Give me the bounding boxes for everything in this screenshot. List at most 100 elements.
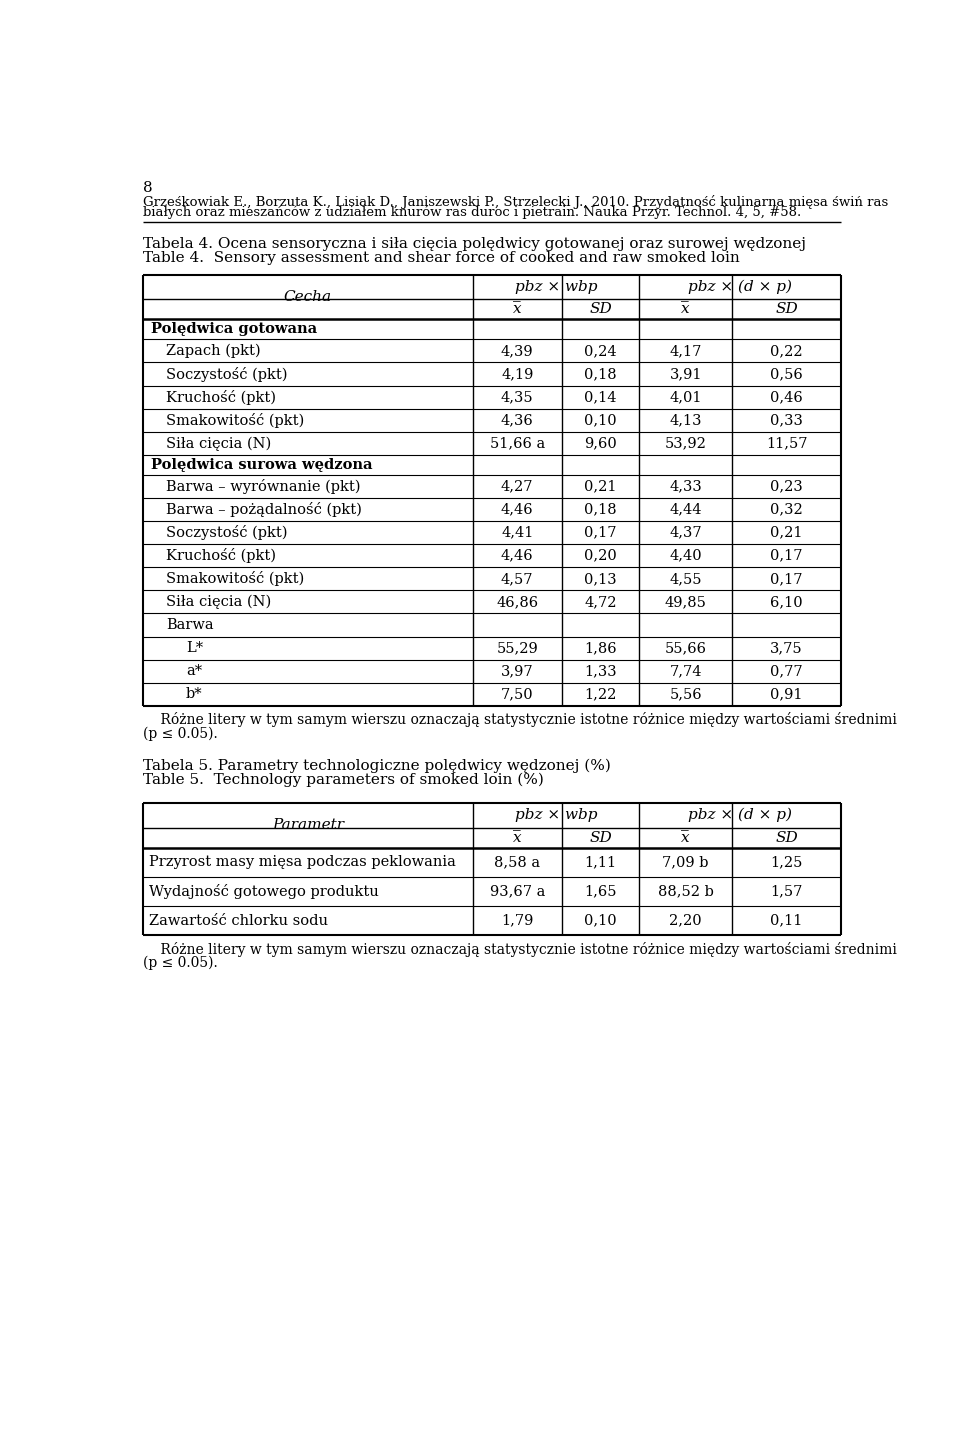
Text: Parametr: Parametr — [272, 818, 344, 832]
Text: 0,46: 0,46 — [770, 390, 803, 404]
Text: b*: b* — [186, 687, 203, 701]
Text: 1,22: 1,22 — [585, 687, 616, 701]
Text: Tabela 4. Ocena sensoryczna i siła cięcia polędwicy gotowanej oraz surowej wędzo: Tabela 4. Ocena sensoryczna i siła cięci… — [143, 237, 806, 250]
Text: 3,75: 3,75 — [770, 642, 803, 655]
Text: 1,57: 1,57 — [770, 885, 803, 899]
Text: 4,01: 4,01 — [669, 390, 702, 404]
Text: 4,36: 4,36 — [501, 413, 534, 428]
Text: SD: SD — [589, 303, 612, 316]
Text: 0,21: 0,21 — [585, 480, 616, 493]
Text: 4,57: 4,57 — [501, 572, 534, 586]
Text: 4,13: 4,13 — [669, 413, 702, 428]
Text: 0,11: 0,11 — [770, 914, 803, 928]
Text: 0,32: 0,32 — [770, 502, 803, 517]
Text: Kruchość (pkt): Kruchość (pkt) — [166, 549, 276, 563]
Text: x̅: x̅ — [513, 831, 521, 844]
Text: Polędwica surowa wędzona: Polędwica surowa wędzona — [151, 458, 372, 471]
Text: 4,41: 4,41 — [501, 525, 534, 540]
Text: pbz × wbp: pbz × wbp — [515, 808, 597, 822]
Text: 1,11: 1,11 — [585, 856, 616, 869]
Text: 0,10: 0,10 — [585, 413, 617, 428]
Text: Tabela 5. Parametry technologiczne polędwicy wędzonej (%): Tabela 5. Parametry technologiczne polęd… — [143, 758, 612, 773]
Text: 3,97: 3,97 — [501, 665, 534, 678]
Text: Barwa – wyrównanie (pkt): Barwa – wyrównanie (pkt) — [166, 479, 361, 493]
Text: 49,85: 49,85 — [665, 595, 707, 610]
Text: 88,52 b: 88,52 b — [658, 885, 713, 899]
Text: 0,20: 0,20 — [584, 549, 617, 563]
Text: 0,33: 0,33 — [770, 413, 803, 428]
Text: 4,72: 4,72 — [585, 595, 616, 610]
Text: Siła cięcia (N): Siła cięcia (N) — [166, 436, 272, 451]
Text: pbz × wbp: pbz × wbp — [515, 279, 597, 294]
Text: pbz × (d × p): pbz × (d × p) — [688, 808, 792, 822]
Text: 1,86: 1,86 — [585, 642, 617, 655]
Text: Przyrost masy mięsa podczas peklowania: Przyrost masy mięsa podczas peklowania — [150, 856, 456, 869]
Text: Soczystość (pkt): Soczystość (pkt) — [166, 367, 288, 381]
Text: Table 4.  Sensory assessment and shear force of cooked and raw smoked loin: Table 4. Sensory assessment and shear fo… — [143, 250, 740, 265]
Text: 1,33: 1,33 — [585, 665, 617, 678]
Text: 4,39: 4,39 — [501, 343, 534, 358]
Text: 0,10: 0,10 — [585, 914, 617, 928]
Text: SD: SD — [775, 831, 798, 844]
Text: 0,17: 0,17 — [770, 549, 803, 563]
Text: 8,58 a: 8,58 a — [494, 856, 540, 869]
Text: a*: a* — [186, 665, 202, 678]
Text: 7,09 b: 7,09 b — [662, 856, 709, 869]
Text: 4,33: 4,33 — [669, 480, 702, 493]
Text: Soczystość (pkt): Soczystość (pkt) — [166, 525, 288, 540]
Text: x̅: x̅ — [682, 303, 690, 316]
Text: 1,25: 1,25 — [770, 856, 803, 869]
Text: (p ≤ 0.05).: (p ≤ 0.05). — [143, 726, 218, 741]
Text: x̅: x̅ — [682, 831, 690, 844]
Text: Table 5.  Technology parameters of smoked loin (%): Table 5. Technology parameters of smoked… — [143, 773, 544, 787]
Text: 7,50: 7,50 — [501, 687, 534, 701]
Text: 51,66 a: 51,66 a — [490, 436, 545, 451]
Text: 0,91: 0,91 — [770, 687, 803, 701]
Text: 0,24: 0,24 — [585, 343, 617, 358]
Text: 53,92: 53,92 — [665, 436, 707, 451]
Text: 6,10: 6,10 — [770, 595, 803, 610]
Text: Polędwica gotowana: Polędwica gotowana — [151, 323, 317, 336]
Text: Smakowitość (pkt): Smakowitość (pkt) — [166, 572, 304, 586]
Text: 9,60: 9,60 — [584, 436, 617, 451]
Text: SD: SD — [775, 303, 798, 316]
Text: 0,18: 0,18 — [585, 502, 617, 517]
Text: 5,56: 5,56 — [669, 687, 702, 701]
Text: 4,19: 4,19 — [501, 367, 534, 381]
Text: 93,67 a: 93,67 a — [490, 885, 545, 899]
Text: 4,17: 4,17 — [669, 343, 702, 358]
Text: Grześkowiak E., Borzuta K., Lisiak D., Janiszewski P., Strzelecki J., 2010. Przy: Grześkowiak E., Borzuta K., Lisiak D., J… — [143, 195, 889, 208]
Text: Barwa – pożądalność (pkt): Barwa – pożądalność (pkt) — [166, 502, 362, 517]
Text: SD: SD — [589, 831, 612, 844]
Text: 0,13: 0,13 — [585, 572, 617, 586]
Text: (p ≤ 0.05).: (p ≤ 0.05). — [143, 956, 218, 970]
Text: 0,14: 0,14 — [585, 390, 616, 404]
Text: 0,18: 0,18 — [585, 367, 617, 381]
Text: 1,65: 1,65 — [585, 885, 616, 899]
Text: Smakowitość (pkt): Smakowitość (pkt) — [166, 413, 304, 428]
Text: 2,20: 2,20 — [669, 914, 702, 928]
Text: 0,17: 0,17 — [770, 572, 803, 586]
Text: L*: L* — [186, 642, 203, 655]
Text: Cecha: Cecha — [284, 290, 332, 304]
Text: 0,21: 0,21 — [770, 525, 803, 540]
Text: 55,66: 55,66 — [664, 642, 707, 655]
Text: Różne litery w tym samym wierszu oznaczają statystycznie istotne różnice między : Różne litery w tym samym wierszu oznacza… — [143, 713, 898, 728]
Text: 4,35: 4,35 — [501, 390, 534, 404]
Text: Zawartość chlorku sodu: Zawartość chlorku sodu — [150, 914, 328, 928]
Text: 0,22: 0,22 — [770, 343, 803, 358]
Text: 0,77: 0,77 — [770, 665, 803, 678]
Text: 11,57: 11,57 — [766, 436, 807, 451]
Text: 8: 8 — [143, 180, 153, 195]
Text: 3,91: 3,91 — [669, 367, 702, 381]
Text: 4,40: 4,40 — [669, 549, 702, 563]
Text: Siła cięcia (N): Siła cięcia (N) — [166, 595, 272, 610]
Text: 4,55: 4,55 — [669, 572, 702, 586]
Text: 46,86: 46,86 — [496, 595, 539, 610]
Text: 4,46: 4,46 — [501, 549, 534, 563]
Text: białych oraz mieszańców z udziałem knurów ras duroc i pietrain. Nauka Przyr. Tec: białych oraz mieszańców z udziałem knuró… — [143, 205, 802, 220]
Text: pbz × (d × p): pbz × (d × p) — [688, 279, 792, 294]
Text: 4,37: 4,37 — [669, 525, 702, 540]
Text: x̅: x̅ — [513, 303, 521, 316]
Text: Kruchość (pkt): Kruchość (pkt) — [166, 390, 276, 404]
